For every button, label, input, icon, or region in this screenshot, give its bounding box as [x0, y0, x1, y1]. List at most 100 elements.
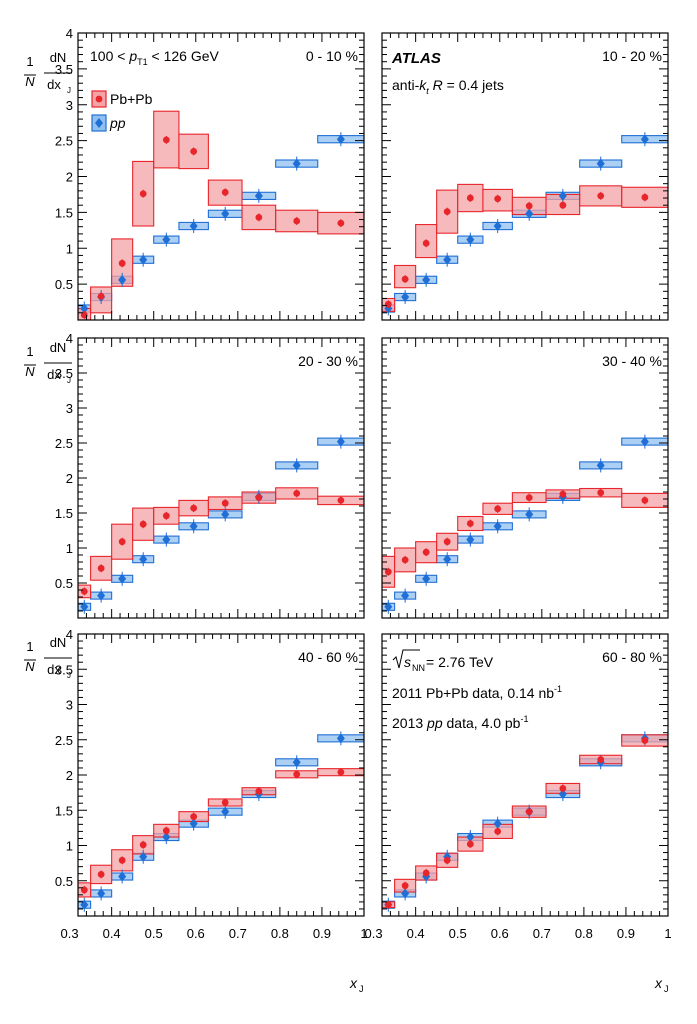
pbpb-point: [641, 497, 649, 504]
y-tick-label: 4: [66, 331, 73, 346]
pbpb-point: [139, 520, 147, 528]
pp-point: [189, 818, 198, 829]
pbpb-point: [443, 856, 451, 864]
pbpb-point: [494, 195, 502, 203]
pbpb-point: [221, 499, 229, 507]
panel-6: 0.3 0.4 0.5 0.6 0.7 0.8 0.9 1 60 - 80 %: [365, 633, 672, 941]
x-tick-label: 0.5: [449, 926, 467, 941]
pp-point: [558, 789, 567, 800]
x-tick-label: 1: [360, 926, 367, 941]
pbpb-point: [337, 219, 345, 227]
plot-area: [382, 731, 668, 912]
panel-6-annotations: s NN = 2.76 TeV 2011 Pb+Pb data, 0.14 nb…: [392, 649, 562, 731]
pp-point: [443, 554, 452, 565]
y-tick-label: 1: [66, 541, 73, 556]
kinematic-label: 100 < pT1 < 126 GeV: [90, 48, 220, 67]
pbpb-point: [162, 512, 170, 520]
pp-point: [443, 254, 452, 265]
pp-point: [466, 234, 475, 245]
pbpb-point: [466, 194, 474, 202]
pbpb-point: [641, 737, 649, 744]
pbpb-point: [422, 239, 430, 247]
pp-point: [118, 871, 127, 882]
pbpb-point: [97, 564, 105, 572]
plot-area: [382, 434, 668, 614]
pbpb-point: [401, 275, 409, 283]
y-tick-label: 2: [66, 471, 73, 486]
pbpb-point: [255, 494, 263, 501]
pp-point: [139, 554, 148, 565]
pp-point: [162, 534, 171, 545]
xlabel-sub: J: [664, 984, 669, 994]
pp-point: [466, 534, 475, 545]
pp-point: [221, 509, 230, 520]
pbpb-point: [559, 784, 567, 792]
y-tick-label: 3: [66, 98, 73, 113]
x-axis-label-left: x J: [349, 975, 364, 994]
pbpb-point: [293, 490, 301, 497]
pbpb-point: [641, 193, 649, 201]
pbpb-point: [384, 901, 392, 909]
pp-point: [493, 521, 502, 532]
pbpb-point: [80, 588, 88, 595]
ylabel-n: N: [25, 659, 35, 674]
energy-label: s NN = 2.76 TeV: [392, 649, 494, 673]
energy-value: = 2.76 TeV: [426, 654, 494, 670]
pp-point: [118, 573, 127, 584]
pbpb-point: [293, 770, 301, 778]
panel-4: 30 - 40 %: [381, 337, 669, 619]
x-tick-label: 0.4: [103, 926, 121, 941]
pbpb-point: [597, 489, 605, 497]
ylabel-sub: J: [67, 376, 71, 385]
pbpb-point: [139, 190, 147, 198]
x-tick-label: 0.3: [61, 926, 79, 941]
y-tick-label: 1: [66, 839, 73, 854]
pp-point: [422, 274, 431, 285]
ylabel-sub: J: [67, 671, 71, 680]
pbpb-point: [494, 828, 502, 835]
pbpb-data-label: 2011 Pb+Pb data, 0.14 nb-1: [392, 684, 562, 701]
pp-point: [189, 521, 198, 532]
x-tick-label: 0.6: [491, 926, 509, 941]
ylabel-one: 1: [26, 54, 33, 69]
energy-s: s: [404, 654, 411, 670]
x-tick-label: 0.5: [145, 926, 163, 941]
pbpb-point: [422, 548, 430, 556]
y-tick-label: 3.5: [55, 366, 73, 381]
legend: Pb+Pb pp: [91, 90, 153, 132]
pbpb-point: [221, 188, 229, 196]
pbpb-point: [255, 787, 263, 795]
pbpb-point: [118, 538, 126, 546]
pbpb-point: [494, 505, 502, 513]
centrality-label: 60 - 80 %: [602, 649, 662, 665]
y-tick-label: 1.5: [55, 205, 73, 220]
y-tick-label: 2: [66, 768, 73, 783]
pbpb-point: [597, 756, 605, 763]
centrality-label: 20 - 30 %: [298, 353, 358, 369]
pp-point: [139, 254, 148, 265]
x-tick-label: 0.8: [575, 926, 593, 941]
pp-point: [336, 436, 345, 447]
panel-3: 0.5 1 1.5 2 2.5 3 3.5 4 20 - 30 %: [55, 331, 365, 619]
ylabel-dx: dx: [47, 367, 61, 382]
ylabel-dn: dN: [50, 50, 67, 65]
plot-area: [78, 434, 364, 614]
x-tick-label: 0.6: [187, 926, 205, 941]
pbpb-point: [559, 490, 567, 498]
y-tick-label: 0.5: [55, 576, 73, 591]
pbpb-point: [97, 292, 105, 300]
y-tick-label: 4: [66, 26, 73, 41]
panel-2: 10 - 20 %: [381, 32, 669, 321]
centrality-label: 0 - 10 %: [306, 48, 358, 64]
y-tick-label: 2.5: [55, 733, 73, 748]
y-tick-label: 2.5: [55, 436, 73, 451]
pbpb-point: [597, 192, 605, 200]
pbpb-point: [190, 504, 198, 512]
pbpb-point: [443, 208, 451, 216]
legend-pp-marker: [95, 118, 103, 128]
pbpb-point: [466, 840, 474, 848]
atlas-label: ATLAS: [391, 50, 441, 67]
pp-point: [401, 590, 410, 601]
y-tick-label: 3.5: [55, 662, 73, 677]
panel-1-annotations: 100 < pT1 < 126 GeV Pb+Pb pp: [90, 48, 220, 132]
